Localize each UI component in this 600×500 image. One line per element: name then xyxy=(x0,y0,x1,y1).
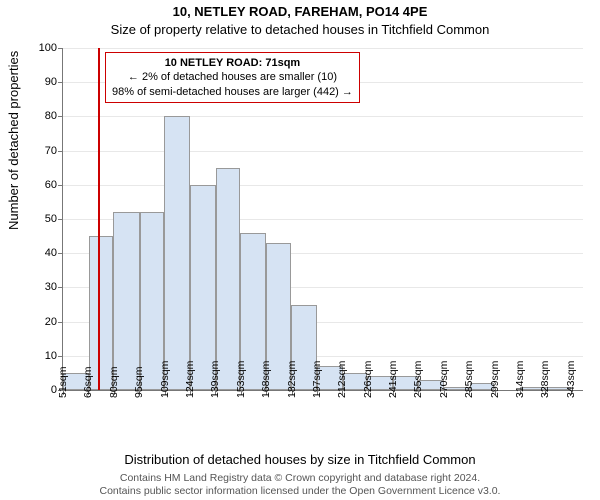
histogram-bar xyxy=(113,212,139,390)
x-tick-label: 197sqm xyxy=(311,361,323,398)
annotation-line-2: 98% of semi-detached houses are larger (… xyxy=(112,85,353,99)
x-tick-label: 285sqm xyxy=(463,361,475,398)
gridline xyxy=(63,116,583,117)
x-tick-label: 80sqm xyxy=(108,366,120,398)
x-tick-label: 270sqm xyxy=(438,361,450,398)
page-title: 10, NETLEY ROAD, FAREHAM, PO14 4PE xyxy=(0,4,600,19)
gridline xyxy=(63,185,583,186)
y-tick-label: 60 xyxy=(45,179,63,191)
histogram-bar xyxy=(190,185,216,390)
y-axis-title: Number of detached properties xyxy=(6,51,21,230)
x-tick-label: 168sqm xyxy=(260,361,272,398)
credits-line-2: Contains public sector information licen… xyxy=(100,485,501,497)
property-marker-line xyxy=(98,48,100,390)
y-tick-label: 20 xyxy=(45,316,63,328)
x-tick-label: 314sqm xyxy=(514,361,526,398)
x-tick-label: 139sqm xyxy=(209,361,221,398)
x-tick-label: 343sqm xyxy=(565,361,577,398)
x-axis-title: Distribution of detached houses by size … xyxy=(0,452,600,467)
y-tick-label: 30 xyxy=(45,281,63,293)
y-tick-label: 40 xyxy=(45,247,63,259)
chart-subtitle: Size of property relative to detached ho… xyxy=(0,22,600,37)
x-tick-label: 226sqm xyxy=(362,361,374,398)
x-tick-label: 109sqm xyxy=(159,361,171,398)
y-tick-label: 80 xyxy=(45,110,63,122)
gridline xyxy=(63,48,583,49)
credits-line-1: Contains HM Land Registry data © Crown c… xyxy=(120,472,480,484)
x-tick-label: 153sqm xyxy=(235,361,247,398)
gridline xyxy=(63,151,583,152)
x-tick-label: 299sqm xyxy=(489,361,501,398)
x-tick-label: 255sqm xyxy=(412,361,424,398)
x-tick-label: 241sqm xyxy=(387,361,399,398)
x-tick-label: 66sqm xyxy=(82,366,94,398)
histogram-bar xyxy=(164,116,190,390)
x-tick-label: 51sqm xyxy=(57,366,69,398)
x-tick-label: 95sqm xyxy=(133,366,145,398)
histogram-bar xyxy=(216,168,240,390)
marker-annotation: 10 NETLEY ROAD: 71sqm ← 2% of detached h… xyxy=(105,52,360,103)
x-tick-label: 212sqm xyxy=(336,361,348,398)
y-tick-label: 70 xyxy=(45,145,63,157)
x-tick-label: 328sqm xyxy=(539,361,551,398)
credits: Contains HM Land Registry data © Crown c… xyxy=(0,472,600,497)
annotation-header: 10 NETLEY ROAD: 71sqm xyxy=(112,56,353,70)
y-tick-label: 10 xyxy=(45,350,63,362)
y-tick-label: 100 xyxy=(39,42,63,54)
x-tick-label: 124sqm xyxy=(184,361,196,398)
y-tick-label: 50 xyxy=(45,213,63,225)
x-tick-label: 182sqm xyxy=(286,361,298,398)
annotation-line-1: ← 2% of detached houses are smaller (10) xyxy=(112,70,353,84)
y-tick-label: 90 xyxy=(45,76,63,88)
